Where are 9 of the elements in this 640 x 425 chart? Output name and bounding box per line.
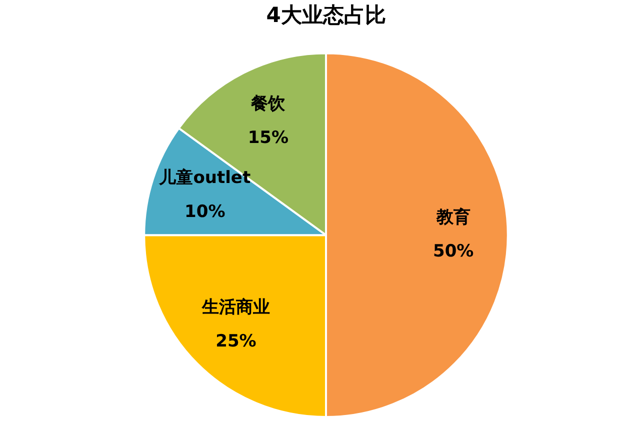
data-label: 50% (432, 242, 474, 262)
slice-label: 教育 (435, 206, 470, 228)
data-label: 15% (248, 128, 289, 148)
slice-label: 餐饮 (250, 94, 286, 114)
slice-label: 儿童outlet (158, 168, 251, 188)
data-label: 10% (184, 202, 226, 222)
chart-title: 4大业态占比 (266, 3, 386, 28)
data-label: 25% (216, 332, 256, 352)
slice-label: 生活商业 (200, 298, 270, 318)
